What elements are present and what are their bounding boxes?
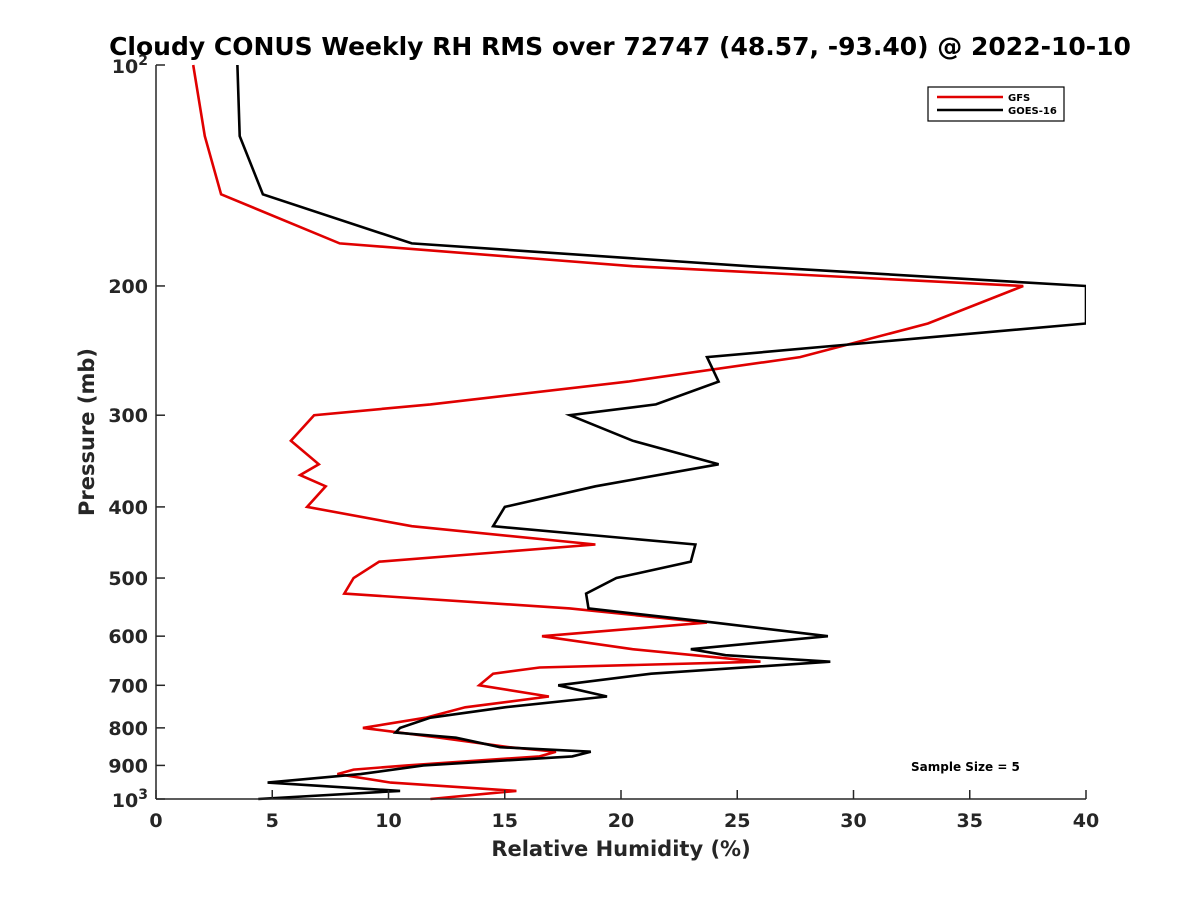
- legend-label-gfs: GFS: [1008, 93, 1030, 104]
- series-layer: [191, 64, 1086, 801]
- series-line-goes-16: [236, 64, 1086, 801]
- x-tick-label-0: 0: [149, 810, 162, 832]
- x-tick-label-30: 30: [840, 810, 866, 832]
- y-tick-label-100: 102: [112, 53, 148, 78]
- x-tick-label-10: 10: [375, 810, 401, 832]
- y-axis-label: Pressure (mb): [75, 348, 99, 516]
- y-tick-label-500: 500: [108, 568, 148, 590]
- y-tick-label-300: 300: [108, 405, 148, 427]
- legend-box: [927, 86, 1065, 122]
- sample-size-annotation: Sample Size = 5: [911, 760, 1020, 774]
- chart-title: Cloudy CONUS Weekly RH RMS over 72747 (4…: [109, 32, 1131, 61]
- legend: GFS GOES-16: [927, 86, 1065, 122]
- x-axis-label: Relative Humidity (%): [491, 837, 750, 861]
- x-tick-label-35: 35: [957, 810, 983, 832]
- y-tick-label-200: 200: [108, 276, 148, 298]
- x-ticks: 0 5 10 15 20 25 30 35 40: [149, 790, 1099, 832]
- y-tick-label-1000: 103: [112, 787, 148, 812]
- x-tick-label-40: 40: [1073, 810, 1099, 832]
- y-tick-label-600: 600: [108, 626, 148, 648]
- legend-label-goes-16: GOES-16: [1008, 106, 1057, 117]
- y-tick-label-800: 800: [108, 718, 148, 740]
- y-tick-label-400: 400: [108, 497, 148, 519]
- x-tick-label-15: 15: [492, 810, 518, 832]
- y-tick-label-700: 700: [108, 675, 148, 697]
- plot-area: [156, 65, 1086, 799]
- x-tick-label-20: 20: [608, 810, 634, 832]
- y-tick-label-900: 900: [108, 755, 148, 777]
- x-tick-label-25: 25: [724, 810, 750, 832]
- y-ticks: 102 200 300 400 500 600 700 800 900 103: [108, 53, 165, 812]
- x-tick-label-5: 5: [266, 810, 279, 832]
- series-line-gfs: [191, 64, 1024, 801]
